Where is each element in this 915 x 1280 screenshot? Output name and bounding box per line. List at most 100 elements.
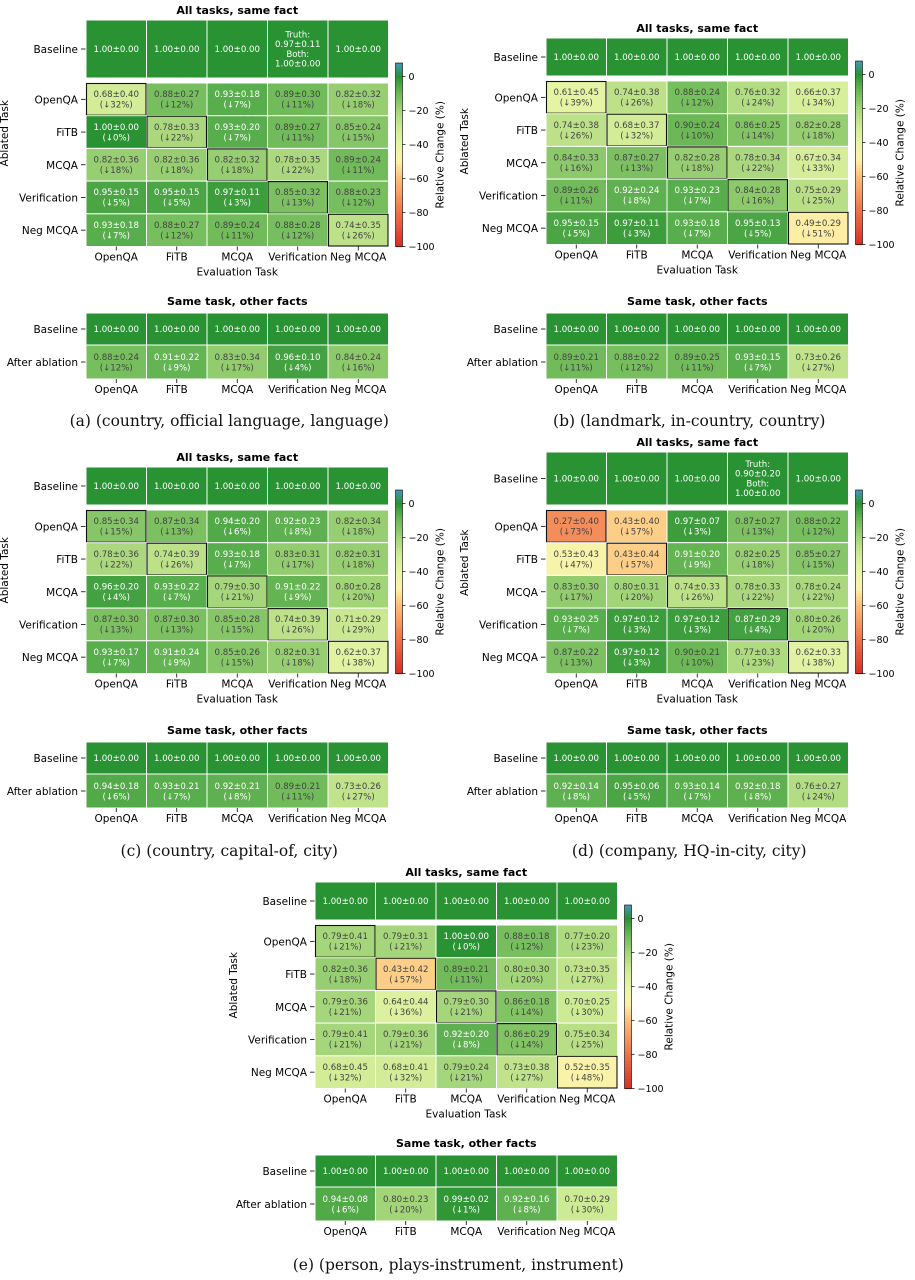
- colorbar-segment: [855, 94, 863, 99]
- row-label: Verification: [248, 1034, 307, 1046]
- heatmap-cell-fill: [327, 607, 389, 642]
- panel-title: All tasks, same fact: [405, 866, 527, 879]
- heatmap-cell-fill: [545, 542, 607, 576]
- other-after-cell-text: 0.76±0.27: [796, 782, 841, 792]
- diagonal-highlight: [556, 1055, 618, 1089]
- colorbar-segment: [855, 493, 863, 497]
- colorbar-segment: [855, 633, 863, 638]
- colorbar-segment: [395, 66, 403, 70]
- y-axis-label: Ablated Task: [228, 951, 240, 1018]
- heatmap-cell-text: (↓7%): [223, 560, 251, 570]
- colorbar-segment: [395, 111, 403, 116]
- colorbar-segment: [855, 79, 863, 84]
- row-label: OpenQA: [495, 92, 539, 104]
- colorbar-segment: [624, 935, 632, 940]
- row-label: MCQA: [506, 158, 539, 170]
- heatmap-cell-text: (↓13%): [160, 626, 193, 636]
- heatmap-cell-text: 0.93±0.17: [94, 648, 139, 658]
- other-after-cell-text: (↓8%): [562, 792, 590, 802]
- colorbar-segment: [395, 228, 403, 232]
- colorbar-segment: [395, 234, 403, 238]
- heatmap-cell-text: (↓18%): [281, 658, 314, 668]
- heatmap-cell-text: 0.79±0.36: [323, 998, 368, 1008]
- colorbar-segment: [855, 645, 863, 650]
- colorbar-tick-label: −80: [869, 206, 889, 217]
- heatmap-cell-text: (↓18%): [342, 560, 375, 570]
- heatmap-cell-fill: [327, 640, 389, 674]
- heatmap-cell-text: 0.83±0.30: [554, 583, 599, 593]
- heatmap-cell: 0.88±0.28(↓12%): [267, 213, 329, 248]
- heatmap-cell-text: 0.80±0.31: [614, 583, 659, 593]
- colorbar-segment: [395, 170, 403, 174]
- x-tick-label: Neg MCQA: [559, 1094, 616, 1106]
- heatmap-cell-text: 0.82±0.32: [336, 90, 381, 100]
- colorbar-segment: [855, 143, 863, 148]
- colorbar-segment: [855, 514, 863, 519]
- heatmap-cell-text: (↓51%): [802, 229, 835, 239]
- colorbar-segment: [855, 649, 863, 653]
- colorbar-segment: [855, 192, 863, 197]
- x-tick-label: FiTB: [166, 252, 188, 264]
- heatmap-cell: 0.89±0.30(↓11%): [267, 82, 329, 117]
- colorbar: 0 −20 −40 −60 −80 −100 Relative Change (%): [395, 489, 447, 680]
- x-tick-label: MCQA: [681, 250, 714, 262]
- baseline-cell-fill: [375, 881, 437, 921]
- heatmap-cell: 0.62±0.33(↓38%): [787, 640, 849, 674]
- colorbar-tick-label: −40: [869, 138, 889, 149]
- colorbar-segment: [855, 636, 863, 641]
- heatmap-cell: 0.95±0.15(↓5%): [545, 211, 607, 246]
- colorbar-tick-label: −80: [869, 635, 889, 646]
- heatmap-cell-text: (↓21%): [329, 943, 362, 953]
- heatmap-cell-text: 0.77±0.33: [735, 648, 780, 658]
- heatmap-cell-text: 0.87±0.29: [735, 615, 780, 625]
- other-baseline-cell: 1.00±0.00: [606, 312, 668, 346]
- baseline-cell: 1.00±0.00: [545, 451, 607, 506]
- heatmap-cell: 0.90±0.21(↓10%): [666, 640, 728, 674]
- colorbar-segment: [624, 966, 632, 970]
- other-baseline-cell-text: 1.00±0.00: [444, 1167, 489, 1177]
- other-after-cell-text: 0.73±0.26: [336, 782, 381, 792]
- heatmap-cell-text: (↓32%): [620, 131, 653, 141]
- heatmap-cell: 0.82±0.36(↓18%): [146, 147, 208, 182]
- other-after-cell: 0.89±0.25(↓11%): [666, 344, 728, 380]
- heatmap-cell-fill: [85, 542, 147, 576]
- other-baseline-cell-text: 1.00±0.00: [554, 754, 599, 764]
- heatmap-cell: 0.74±0.38(↓26%): [545, 113, 607, 147]
- colorbar-tick-label: −20: [409, 106, 429, 117]
- other-baseline-cell: 1.00±0.00: [314, 1154, 376, 1188]
- colorbar-segment: [624, 1085, 632, 1090]
- colorbar-segment: [624, 950, 632, 955]
- colorbar-segment: [855, 603, 863, 607]
- heatmap-cell-text: (↓12%): [281, 231, 314, 241]
- panel-caption: (d) (company, HQ-in-city, city): [572, 842, 807, 860]
- other-after-cell-text: 0.93±0.14: [675, 782, 720, 792]
- other-baseline-cell-text: 1.00±0.00: [735, 325, 780, 335]
- other-baseline-cell-text: 1.00±0.00: [675, 325, 720, 335]
- other-baseline-cell-text: 1.00±0.00: [94, 754, 139, 764]
- other-after-cell-fill: [606, 773, 668, 809]
- heatmap-cell-text: (↓18%): [802, 131, 835, 141]
- baseline-cell-fill: [314, 881, 376, 921]
- other-baseline-cell-text: 1.00±0.00: [614, 325, 659, 335]
- heatmap-cell-text: (↓16%): [560, 164, 593, 174]
- heatmap-cell-text: 0.74±0.33: [675, 583, 720, 593]
- heatmap-cell-text: 0.93±0.20: [215, 123, 260, 133]
- heatmap-cell-fill: [375, 1055, 437, 1090]
- colorbar-segment: [395, 612, 403, 616]
- heatmap-cell-text: 0.80±0.30: [504, 965, 549, 975]
- heatmap-cell-text: (↓12%): [342, 199, 375, 209]
- colorbar-segment: [855, 545, 863, 549]
- heatmap-cell: 0.82±0.34(↓18%): [327, 509, 389, 544]
- heatmap-cell-text: (↓7%): [102, 658, 130, 668]
- colorbar-segment: [395, 554, 403, 558]
- row-label: FiTB: [516, 554, 538, 566]
- colorbar-segment: [395, 618, 403, 623]
- heatmap-cell-fill: [85, 82, 147, 117]
- other-after-cell-text: 0.73±0.26: [796, 353, 841, 363]
- heatmap-cell-text: 0.95±0.13: [735, 219, 780, 229]
- heatmap-cell-text: 0.93±0.18: [215, 550, 260, 560]
- colorbar-segment: [395, 63, 403, 67]
- colorbar-tick-label: −20: [409, 533, 429, 544]
- colorbar-segment: [624, 1067, 632, 1071]
- other-baseline-cell: 1.00±0.00: [206, 741, 268, 775]
